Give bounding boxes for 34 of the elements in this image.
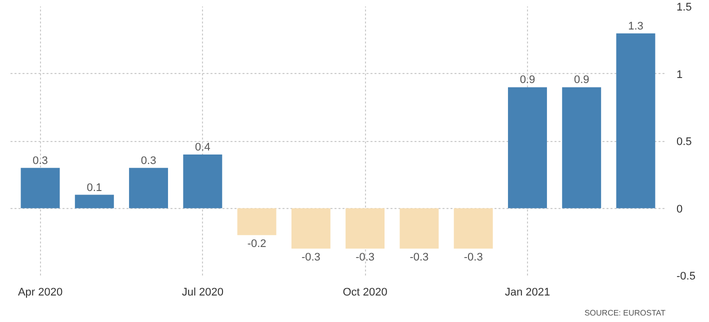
data-label: -0.2	[247, 238, 266, 250]
data-label: 0.3	[32, 154, 48, 167]
bar	[237, 208, 276, 236]
source-note: SOURCE: EUROSTAT	[584, 308, 666, 318]
data-label: 1.3	[628, 20, 644, 32]
bar	[508, 87, 547, 208]
x-tick-label: Jan 2021	[504, 286, 550, 298]
data-label: 0.4	[195, 141, 210, 154]
bar	[616, 33, 656, 208]
bar	[129, 168, 168, 208]
bar	[346, 208, 385, 249]
data-label: 0.9	[574, 74, 590, 86]
x-tick-label: Jul 2020	[182, 286, 224, 298]
bar	[400, 208, 439, 249]
bar	[20, 168, 60, 208]
data-label: 0.1	[86, 182, 102, 194]
bar	[183, 154, 222, 208]
data-label: -0.3	[464, 252, 483, 264]
bar	[291, 208, 330, 249]
bar	[74, 194, 114, 208]
data-label: -0.3	[301, 252, 320, 264]
x-tick-label: Oct 2020	[342, 286, 388, 298]
data-label: 0.9	[520, 74, 536, 86]
data-label: -0.3	[356, 252, 375, 264]
bar	[454, 208, 493, 249]
y-tick-label: 0	[676, 203, 683, 216]
data-label: 0.3	[140, 154, 156, 167]
data-label: -0.3	[410, 252, 429, 264]
y-tick-label: 1	[676, 68, 683, 81]
y-tick-label: -0.5	[676, 270, 696, 282]
x-tick-label: Apr 2020	[18, 286, 63, 298]
bar	[562, 87, 602, 208]
y-tick-label: 1.5	[676, 2, 692, 14]
y-tick-label: 0.5	[676, 136, 692, 148]
